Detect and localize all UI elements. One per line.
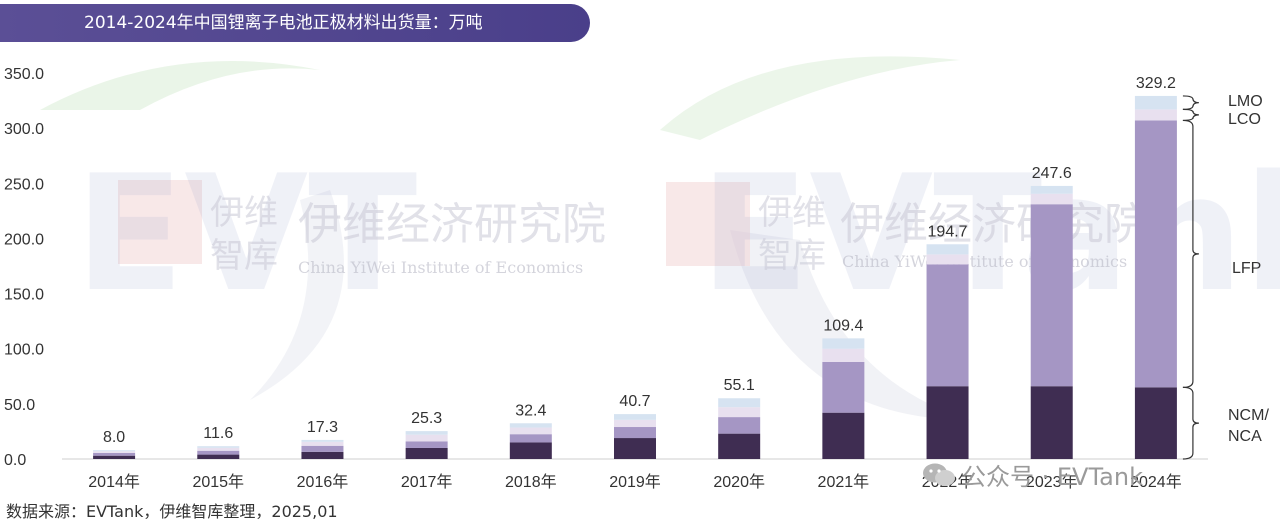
bar-total-label: 329.2	[1136, 75, 1176, 92]
bar-lfp-segment	[822, 361, 865, 413]
x-tick-label: 2019年	[609, 473, 661, 491]
wechat-watermark: 公众号 · EVTank	[922, 457, 1143, 492]
bar-lmo-segment	[926, 244, 969, 255]
bar-lco-segment	[301, 441, 344, 446]
bar-lmo-segment	[405, 431, 448, 435]
x-tick-label: 2015年	[192, 473, 244, 491]
y-tick-label: 150.0	[4, 287, 44, 304]
bar-lmo-segment	[718, 398, 761, 408]
bar-lfp-segment	[509, 434, 552, 443]
y-tick-label: 250.0	[4, 176, 44, 193]
y-tick-label: 350.0	[4, 66, 44, 83]
x-tick-label: 2016年	[297, 473, 349, 491]
x-tick-label: 2023年	[1026, 473, 1078, 491]
bar-total-label: 8.0	[103, 429, 125, 446]
bar-lmo-segment	[301, 439, 344, 442]
bar-lco-segment	[509, 427, 552, 435]
bar-lmo-segment	[1134, 95, 1177, 110]
chart-title: 2014-2024年中国锂离子电池正极材料出货量：万吨	[0, 4, 590, 42]
x-tick-label: 2018年	[505, 473, 557, 491]
x-tick-label: 2021年	[818, 473, 870, 491]
x-tick-label: 2014年	[88, 473, 140, 491]
bar-lfp-segment	[926, 264, 969, 387]
bar-ncm-nca-segment	[926, 386, 969, 459]
bar-total-label: 17.3	[307, 419, 338, 436]
brace-lfp	[1182, 119, 1199, 388]
bar-lfp-segment	[614, 427, 656, 439]
bar-lfp-segment	[197, 450, 240, 455]
bar-ncm-nca-segment	[718, 433, 761, 459]
bar-total-label: 109.4	[823, 317, 863, 334]
bar-lco-segment	[718, 407, 761, 418]
y-tick-label: 100.0	[4, 342, 44, 359]
y-tick-label: 50.0	[4, 397, 35, 414]
bar-lfp-segment	[405, 441, 448, 448]
legend-label-lmo: LMO	[1228, 93, 1263, 110]
bar-lco-segment	[1134, 109, 1177, 121]
bar-lco-segment	[1030, 193, 1073, 205]
bar-ncm-nca-segment	[1030, 386, 1073, 459]
bar-lmo-segment	[197, 446, 240, 448]
brace-ncm-nca	[1182, 386, 1199, 460]
bar-ncm-nca-segment	[197, 454, 240, 459]
legend-label-ncm-nca-line2: NCA	[1228, 428, 1262, 445]
bar-total-label: 25.3	[411, 410, 442, 427]
bar-ncm-nca-segment	[93, 455, 136, 459]
brace-lco	[1182, 108, 1199, 122]
bar-ncm-nca-segment	[509, 442, 552, 459]
bar-lmo-segment	[1030, 185, 1073, 194]
bar-lfp-segment	[93, 452, 136, 456]
bar-lco-segment	[197, 447, 240, 451]
bar-total-label: 247.6	[1032, 165, 1072, 182]
bar-lco-segment	[926, 254, 969, 265]
x-tick-label: 2024年	[1130, 473, 1182, 491]
bar-ncm-nca-segment	[405, 447, 448, 459]
bar-ncm-nca-segment	[1134, 387, 1177, 459]
y-tick-label: 0.0	[4, 452, 26, 469]
source-note: 数据来源：EVTank，伊维智库整理，2025,01	[6, 502, 338, 521]
bar-ncm-nca-segment	[301, 451, 344, 459]
wechat-label: 公众号 · EVTank	[962, 463, 1143, 491]
bar-total-label: 11.6	[203, 425, 233, 442]
bar-total-label: 40.7	[619, 393, 650, 410]
bar-total-label: 194.7	[928, 223, 968, 240]
bar-lco-segment	[93, 451, 136, 453]
x-tick-label: 2017年	[401, 473, 453, 491]
bar-lfp-segment	[718, 417, 761, 434]
bar-total-label: 55.1	[724, 377, 755, 394]
brace-lmo	[1182, 95, 1199, 110]
legend-label-lfp: LFP	[1232, 260, 1261, 277]
bar-ncm-nca-segment	[614, 438, 656, 459]
x-tick-label: 2020年	[713, 473, 765, 491]
legend-label-ncm-nca-line1: NCM/	[1228, 407, 1269, 424]
y-tick-label: 300.0	[4, 121, 44, 138]
bar-lmo-segment	[93, 450, 136, 452]
bar-lfp-segment	[1030, 204, 1073, 387]
bar-lco-segment	[405, 434, 448, 442]
bar-lfp-segment	[1134, 120, 1177, 388]
bar-lco-segment	[822, 348, 865, 362]
wechat-icon	[923, 463, 955, 486]
bar-lmo-segment	[822, 338, 865, 349]
bar-total-label: 32.4	[515, 402, 546, 419]
legend-label-lco: LCO	[1228, 111, 1261, 128]
bar-ncm-nca-segment	[822, 412, 865, 459]
bar-lmo-segment	[509, 423, 552, 428]
bar-lco-segment	[614, 419, 656, 428]
bar-lmo-segment	[614, 414, 656, 420]
bar-lfp-segment	[301, 445, 344, 452]
y-tick-label: 200.0	[4, 231, 44, 248]
